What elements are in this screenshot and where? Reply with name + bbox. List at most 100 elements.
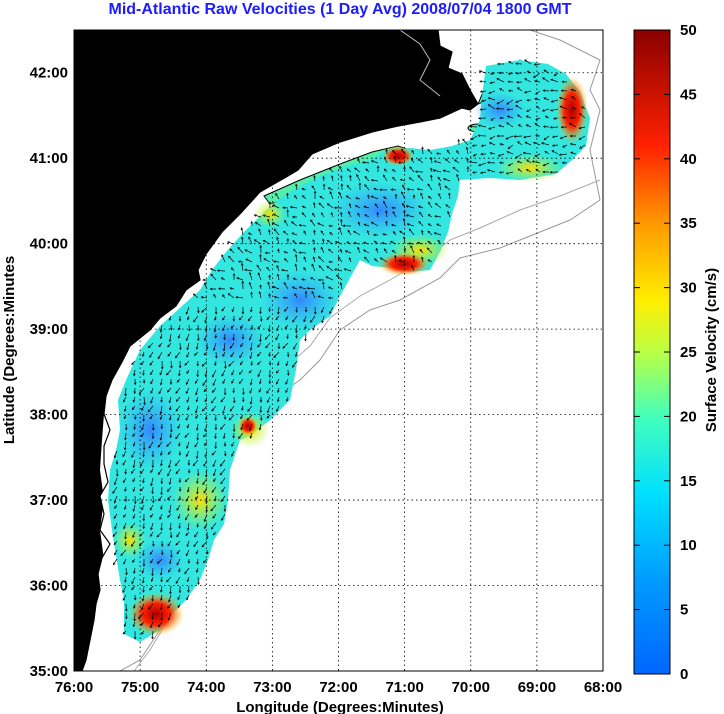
velocity-arrowhead xyxy=(187,407,190,411)
velocity-vector xyxy=(310,219,316,227)
velocity-vector xyxy=(394,255,397,263)
velocity-arrowhead xyxy=(168,510,172,514)
velocity-arrowhead xyxy=(486,169,490,172)
velocity-vector xyxy=(194,441,199,448)
velocity-arrowhead xyxy=(228,417,232,421)
velocity-vector xyxy=(157,441,163,448)
velocity-vector xyxy=(292,360,298,368)
velocity-vector xyxy=(169,558,172,564)
velocity-arrowhead xyxy=(364,214,368,217)
velocity-vector xyxy=(139,531,145,537)
velocity-vector xyxy=(277,387,280,393)
velocity-arrowhead xyxy=(304,326,307,330)
velocity-vector xyxy=(221,486,226,492)
velocity-arrowhead xyxy=(299,241,303,245)
velocity-arrowhead xyxy=(434,202,438,206)
velocity-arrowhead xyxy=(285,398,289,402)
velocity-arrowhead xyxy=(204,374,208,378)
velocity-arrowhead xyxy=(124,427,128,431)
velocity-vector xyxy=(406,205,415,209)
velocity-vector xyxy=(206,495,208,503)
velocity-arrowhead xyxy=(160,598,163,601)
velocity-arrowhead xyxy=(445,158,448,162)
velocity-vector xyxy=(380,257,388,263)
velocity-arrowhead xyxy=(168,400,172,404)
velocity-arrowhead xyxy=(178,373,181,377)
velocity-vector xyxy=(174,459,181,466)
velocity-arrowhead xyxy=(196,363,200,367)
velocity-vector xyxy=(214,495,217,501)
velocity-vector xyxy=(197,558,199,565)
velocity-arrowhead xyxy=(222,317,225,321)
velocity-vector xyxy=(553,117,559,120)
velocity-arrowhead xyxy=(160,528,163,531)
velocity-vector xyxy=(524,59,532,65)
velocity-arrowhead xyxy=(141,598,145,602)
velocity-vector xyxy=(222,351,226,357)
velocity-arrowhead xyxy=(427,196,431,199)
velocity-vector xyxy=(149,504,154,511)
velocity-vector xyxy=(175,576,181,584)
velocity-vector xyxy=(150,558,154,564)
velocity-vector xyxy=(212,369,217,378)
velocity-vector xyxy=(402,203,406,209)
velocity-arrowhead xyxy=(340,183,344,187)
velocity-vector xyxy=(508,61,514,65)
velocity-arrowhead xyxy=(142,589,145,593)
velocity-vector xyxy=(220,423,226,430)
velocity-arrowhead xyxy=(531,160,535,163)
velocity-vector xyxy=(276,237,280,245)
velocity-arrowhead xyxy=(175,542,179,546)
velocity-vector xyxy=(446,149,451,155)
velocity-vector xyxy=(195,414,199,419)
velocity-vector xyxy=(302,205,307,209)
velocity-arrowhead xyxy=(123,526,126,530)
velocity-arrowhead xyxy=(131,587,134,591)
velocity-arrowhead xyxy=(578,137,582,140)
velocity-arrowhead xyxy=(148,607,151,610)
velocity-arrowhead xyxy=(179,347,182,351)
velocity-vector xyxy=(336,274,343,281)
velocity-vector xyxy=(159,369,163,375)
velocity-arrowhead xyxy=(282,296,286,300)
velocity-arrowhead xyxy=(543,137,547,141)
velocity-vector xyxy=(186,441,190,449)
velocity-vector xyxy=(272,286,280,290)
velocity-arrowhead xyxy=(175,408,179,412)
velocity-arrowhead xyxy=(284,219,287,223)
velocity-vector xyxy=(196,342,199,350)
velocity-arrowhead xyxy=(112,534,116,537)
velocity-arrowhead xyxy=(222,436,226,440)
velocity-vector xyxy=(355,197,361,200)
velocity-vector xyxy=(284,220,289,227)
velocity-arrowhead xyxy=(258,427,262,431)
velocity-arrowhead xyxy=(383,168,387,172)
velocity-vector xyxy=(410,245,415,254)
velocity-arrowhead xyxy=(496,101,500,105)
velocity-vector xyxy=(321,315,325,323)
velocity-arrowhead xyxy=(498,124,502,128)
velocity-vector xyxy=(293,342,298,350)
velocity-vector xyxy=(277,396,280,402)
velocity-vector xyxy=(312,239,316,245)
velocity-arrowhead xyxy=(228,255,231,259)
velocity-vector xyxy=(157,351,163,359)
velocity-arrowhead xyxy=(177,426,180,429)
velocity-vector xyxy=(489,135,496,140)
velocity-vector xyxy=(175,540,181,546)
velocity-vector xyxy=(408,243,415,245)
velocity-arrowhead xyxy=(328,260,332,264)
velocity-vector xyxy=(176,549,181,554)
velocity-vector xyxy=(544,151,550,155)
velocity-arrowhead xyxy=(505,171,509,175)
velocity-vector xyxy=(433,169,442,173)
velocity-arrowhead xyxy=(238,317,242,321)
velocity-arrowhead xyxy=(339,165,342,169)
velocity-arrowhead xyxy=(311,290,314,294)
velocity-vector xyxy=(488,90,496,94)
velocity-arrowhead xyxy=(258,291,262,294)
velocity-vector xyxy=(213,468,217,476)
velocity-vector xyxy=(215,432,217,439)
velocity-arrowhead xyxy=(150,390,153,394)
